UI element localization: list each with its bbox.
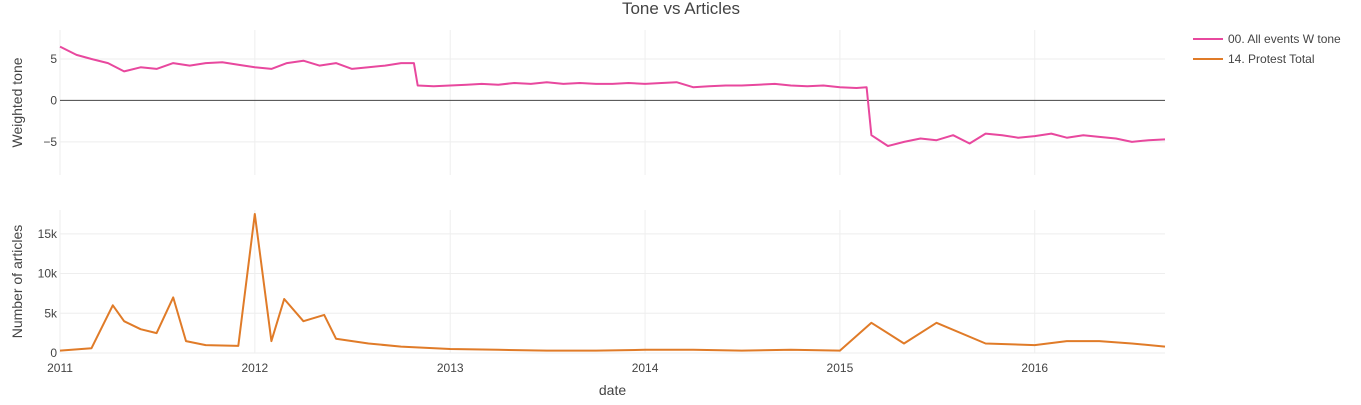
x-tick-label: 2014 [632, 361, 659, 375]
legend: 00. All events W tone 14. Protest Total [1193, 32, 1341, 66]
x-tick-label: 2016 [1021, 361, 1048, 375]
y-axis-title: Number of articles [9, 225, 25, 339]
legend-label: 14. Protest Total [1228, 52, 1315, 66]
y-tick-label: 5k [44, 306, 58, 320]
x-tick-label: 2012 [241, 361, 268, 375]
y-tick-label: 15k [38, 227, 58, 241]
y-tick-label: −5 [43, 135, 57, 149]
series-line [59, 45, 1166, 147]
chart-panels: 5 0 −5 Weighted tone 0 5k 10k 15k Number of arti… [9, 30, 1166, 398]
series-line [59, 213, 1166, 352]
x-axis-title: date [599, 382, 626, 398]
y-tick-label: 0 [50, 93, 57, 107]
y-tick-label: 10k [38, 267, 58, 281]
legend-label: 00. All events W tone [1228, 32, 1341, 46]
x-tick-label: 2015 [827, 361, 854, 375]
y-axis-title: Weighted tone [9, 57, 25, 147]
x-tick-label: 2013 [437, 361, 464, 375]
chart-panel-1: 5 0 −5 Weighted tone [9, 30, 1166, 175]
chart-title: Tone vs Articles [622, 0, 740, 18]
x-tick-label: 2011 [47, 361, 73, 375]
chart-panel-2: 0 5k 10k 15k Number of articles 2011 2012 2013 2… [9, 210, 1166, 398]
y-tick-label: 0 [50, 346, 57, 360]
y-tick-label: 5 [50, 52, 57, 66]
